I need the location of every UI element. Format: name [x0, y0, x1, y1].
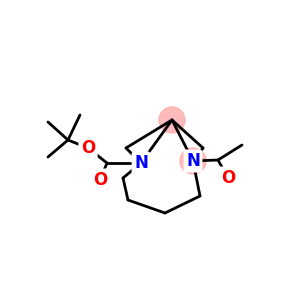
- Text: N: N: [134, 154, 148, 172]
- Text: O: O: [221, 169, 235, 187]
- Circle shape: [159, 107, 185, 133]
- Text: N: N: [186, 152, 200, 170]
- Text: O: O: [81, 139, 95, 157]
- Text: O: O: [93, 171, 107, 189]
- Circle shape: [180, 148, 206, 174]
